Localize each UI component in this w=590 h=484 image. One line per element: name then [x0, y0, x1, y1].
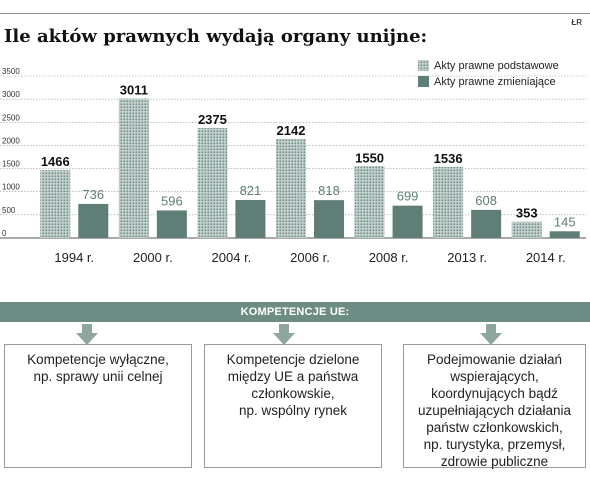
- data-label-amending: 818: [318, 183, 340, 198]
- bar-basic-acts: [433, 166, 464, 238]
- chart-title: Ile aktów prawnych wydają organy unijne:: [4, 26, 428, 47]
- y-tick-label: 2500: [2, 113, 20, 122]
- data-label-amending: 699: [397, 189, 419, 204]
- data-label-basic: 1550: [355, 150, 384, 165]
- competence-box-supporting: Podejmowanie działań wspierających, koor…: [403, 344, 586, 469]
- data-label-amending: 608: [475, 193, 497, 208]
- y-tick-label: 2000: [2, 136, 20, 145]
- bar-basic-acts: [197, 128, 228, 238]
- data-label-basic: 1466: [41, 154, 70, 169]
- arrow-down-icon: [76, 324, 98, 345]
- legend-label-basic: Akty prawne podstawowe: [434, 60, 559, 72]
- data-label-basic: 3011: [120, 83, 148, 98]
- y-tick-label: 500: [2, 206, 16, 215]
- bar-chart: 0 500 1000 1500 2000 2500 3000 3500 1466 736 1994 …: [0, 60, 586, 265]
- data-label-basic: 2142: [277, 123, 306, 138]
- y-tick-label: 1500: [2, 160, 20, 169]
- arrow-down-icon: [480, 324, 502, 345]
- data-label-basic: 353: [516, 206, 538, 221]
- x-tick-label: 2013 r.: [447, 250, 487, 265]
- legend-swatch-amending: [418, 76, 429, 87]
- bar-amending-acts: [471, 209, 502, 238]
- bar-basic-acts: [511, 221, 542, 238]
- bar-basic-acts: [118, 98, 149, 238]
- y-tick-label: 0: [2, 229, 7, 238]
- bar-amending-acts: [549, 231, 580, 238]
- competence-box-exclusive: Kompetencje wyłączne, np. sprawy unii ce…: [4, 344, 192, 468]
- x-tick-label: 2004 r.: [212, 250, 252, 265]
- data-label-amending: 736: [82, 187, 104, 202]
- bar-amending-acts: [314, 200, 344, 238]
- y-tick-label: 1000: [2, 183, 20, 192]
- bar-amending-acts: [235, 199, 266, 238]
- x-tick-label: 2014 r.: [526, 250, 566, 265]
- y-tick-label: 3500: [2, 67, 20, 76]
- data-label-basic: 1536: [434, 151, 463, 166]
- top-rule: [0, 13, 590, 14]
- bar-amending-acts: [392, 205, 423, 238]
- arrow-down-icon: [273, 324, 295, 345]
- data-label-amending: 145: [554, 214, 576, 229]
- data-label-amending: 596: [161, 193, 183, 208]
- source-mark: ŁR: [571, 18, 582, 27]
- x-tick-label: 2000 r.: [133, 250, 173, 265]
- data-label-basic: 2375: [198, 112, 227, 127]
- x-tick-label: 2006 r.: [290, 250, 330, 265]
- competence-box-shared: Kompetencje dzielone między UE a państwa…: [204, 344, 382, 468]
- competences-header: KOMPETENCJE UE:: [0, 302, 590, 322]
- y-tick-label: 3000: [2, 90, 20, 99]
- bar-amending-acts: [78, 203, 109, 238]
- x-tick-label: 1994 r.: [54, 250, 94, 265]
- x-tick-label: 2008 r.: [369, 250, 409, 265]
- bar-basic-acts: [40, 170, 71, 238]
- bar-basic-acts: [276, 138, 306, 238]
- data-label-amending: 821: [240, 183, 262, 198]
- legend-swatch-basic: [418, 60, 429, 71]
- bar-amending-acts: [156, 210, 187, 238]
- legend-label-amending: Akty prawne zmieniające: [434, 76, 556, 88]
- bar-basic-acts: [354, 166, 385, 238]
